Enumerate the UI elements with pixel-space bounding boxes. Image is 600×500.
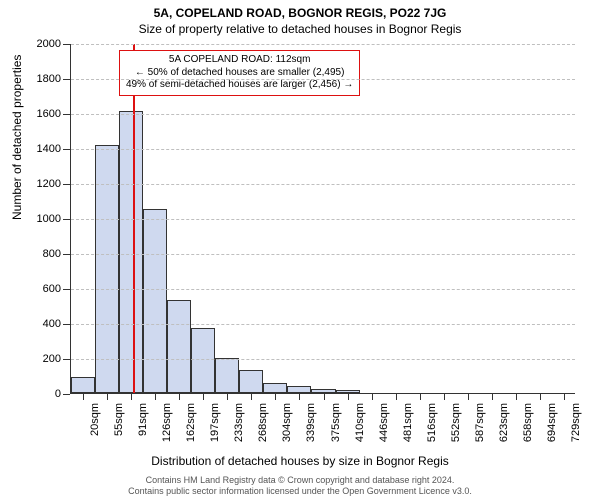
x-tick: [492, 394, 493, 400]
x-tick-label: 410sqm: [354, 403, 366, 451]
y-tick: [63, 394, 70, 395]
y-tick: [63, 289, 70, 290]
x-tick: [83, 394, 84, 400]
gridline: [71, 44, 575, 45]
gridline: [71, 254, 575, 255]
y-tick-label: 600: [21, 283, 61, 295]
y-tick-label: 2000: [21, 38, 61, 50]
x-tick: [155, 394, 156, 400]
x-tick-label: 694sqm: [546, 403, 558, 451]
y-tick-label: 1800: [21, 73, 61, 85]
x-tick-label: 658sqm: [522, 403, 534, 451]
x-tick: [203, 394, 204, 400]
x-tick: [324, 394, 325, 400]
x-tick: [275, 394, 276, 400]
y-tick: [63, 114, 70, 115]
footer-line1: Contains HM Land Registry data © Crown c…: [0, 475, 600, 486]
gridline: [71, 219, 575, 220]
bar: [336, 390, 360, 393]
y-tick: [63, 79, 70, 80]
y-tick: [63, 149, 70, 150]
x-tick-label: 516sqm: [426, 403, 438, 451]
bar: [95, 145, 119, 394]
x-tick-label: 162sqm: [185, 403, 197, 451]
x-tick: [444, 394, 445, 400]
chart-container: 5A, COPELAND ROAD, BOGNOR REGIS, PO22 7J…: [0, 0, 600, 500]
x-tick: [468, 394, 469, 400]
x-tick-label: 233sqm: [233, 403, 245, 451]
y-tick-label: 1200: [21, 178, 61, 190]
x-tick: [107, 394, 108, 400]
y-tick-label: 200: [21, 353, 61, 365]
annotation-line2: ← 50% of detached houses are smaller (2,…: [126, 67, 353, 80]
x-axis-label: Distribution of detached houses by size …: [0, 454, 600, 468]
x-tick-label: 623sqm: [498, 403, 510, 451]
x-tick-label: 587sqm: [474, 403, 486, 451]
bar: [191, 328, 215, 393]
x-tick-label: 729sqm: [570, 403, 582, 451]
x-tick-label: 20sqm: [89, 403, 101, 451]
x-tick-label: 91sqm: [137, 403, 149, 451]
bar: [71, 377, 95, 393]
x-tick: [420, 394, 421, 400]
y-tick: [63, 44, 70, 45]
bar: [119, 111, 143, 393]
gridline: [71, 149, 575, 150]
y-tick-label: 1400: [21, 143, 61, 155]
bar: [143, 209, 167, 393]
chart-title-primary: 5A, COPELAND ROAD, BOGNOR REGIS, PO22 7J…: [0, 0, 600, 20]
x-tick-label: 481sqm: [402, 403, 414, 451]
y-tick: [63, 359, 70, 360]
bar: [215, 358, 239, 393]
x-tick-label: 304sqm: [281, 403, 293, 451]
y-tick-label: 0: [21, 388, 61, 400]
y-tick: [63, 184, 70, 185]
x-tick: [179, 394, 180, 400]
footer-line2: Contains public sector information licen…: [0, 486, 600, 497]
y-tick: [63, 254, 70, 255]
bar: [287, 386, 311, 393]
x-tick: [348, 394, 349, 400]
x-tick-label: 197sqm: [209, 403, 221, 451]
bar: [263, 383, 287, 394]
y-tick-label: 1000: [21, 213, 61, 225]
gridline: [71, 359, 575, 360]
x-tick-label: 55sqm: [113, 403, 125, 451]
x-tick-label: 375sqm: [330, 403, 342, 451]
x-tick: [131, 394, 132, 400]
x-tick-label: 268sqm: [257, 403, 269, 451]
y-tick: [63, 324, 70, 325]
annotation-box: 5A COPELAND ROAD: 112sqm ← 50% of detach…: [119, 50, 360, 96]
x-tick: [251, 394, 252, 400]
y-tick-label: 800: [21, 248, 61, 260]
annotation-line1: 5A COPELAND ROAD: 112sqm: [126, 54, 353, 67]
x-tick-label: 126sqm: [161, 403, 173, 451]
gridline: [71, 324, 575, 325]
chart-title-secondary: Size of property relative to detached ho…: [0, 20, 600, 36]
bar: [311, 389, 335, 393]
footer: Contains HM Land Registry data © Crown c…: [0, 475, 600, 498]
x-tick: [516, 394, 517, 400]
bar: [167, 300, 191, 393]
y-tick: [63, 219, 70, 220]
x-tick: [396, 394, 397, 400]
gridline: [71, 79, 575, 80]
x-tick-label: 446sqm: [378, 403, 390, 451]
x-tick-label: 339sqm: [305, 403, 317, 451]
y-tick-label: 1600: [21, 108, 61, 120]
y-tick-label: 400: [21, 318, 61, 330]
x-tick: [227, 394, 228, 400]
bar: [239, 370, 263, 393]
plot-area: 5A COPELAND ROAD: 112sqm ← 50% of detach…: [70, 44, 575, 394]
gridline: [71, 289, 575, 290]
annotation-line3: 49% of semi-detached houses are larger (…: [126, 79, 353, 92]
gridline: [71, 114, 575, 115]
x-tick: [372, 394, 373, 400]
x-tick-label: 552sqm: [450, 403, 462, 451]
x-tick: [564, 394, 565, 400]
gridline: [71, 184, 575, 185]
x-tick: [540, 394, 541, 400]
x-tick: [299, 394, 300, 400]
